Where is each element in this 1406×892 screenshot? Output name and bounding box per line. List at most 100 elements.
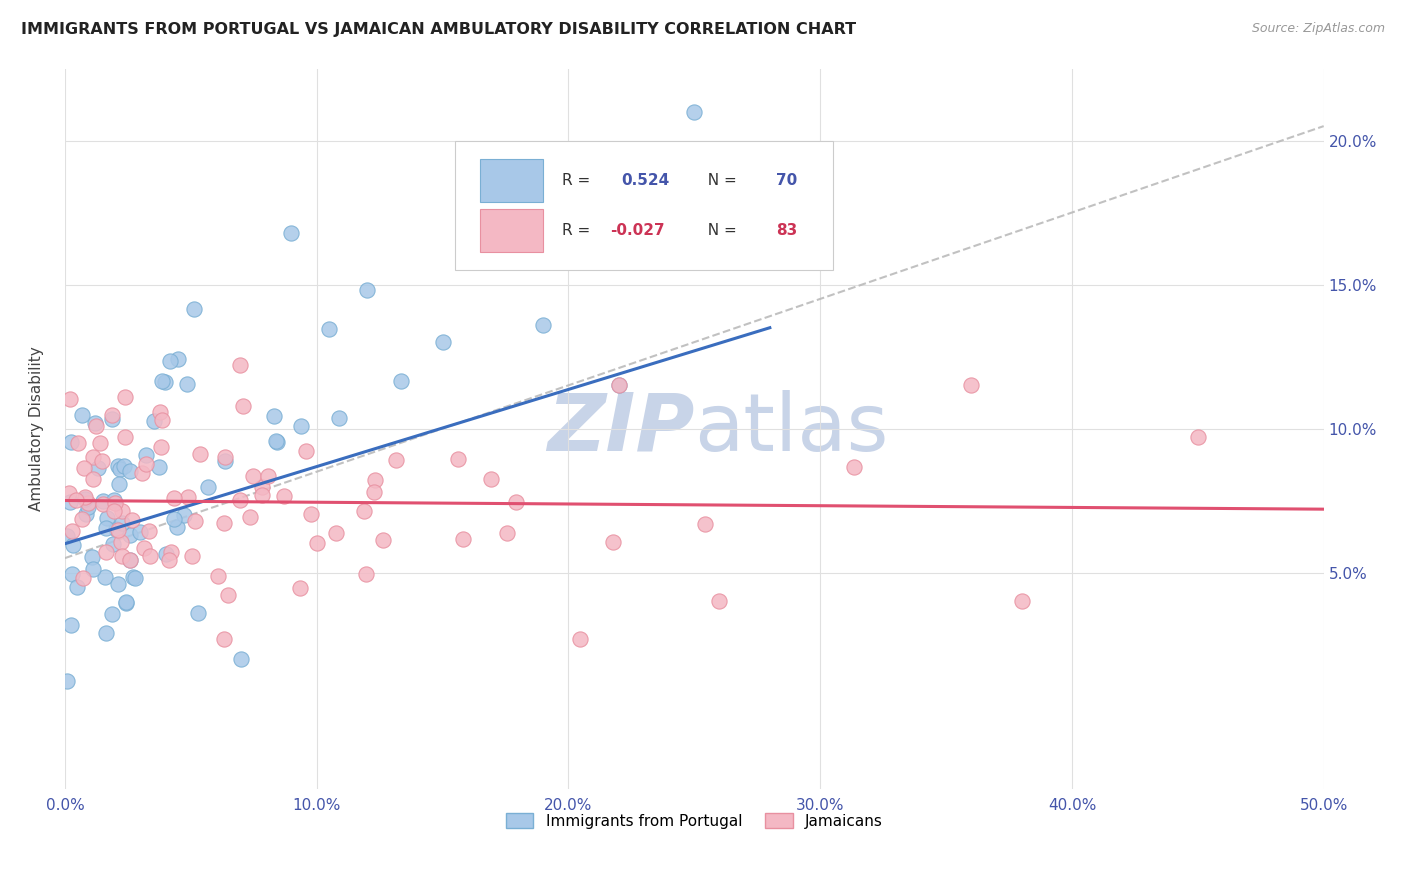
Text: ZIP: ZIP — [547, 390, 695, 467]
Point — [112, 459, 135, 474]
Point — [180, 549, 202, 563]
Point — [607, 378, 630, 392]
Point — [111, 516, 134, 530]
Point — [90, 454, 112, 468]
Point — [56, 673, 79, 688]
Point — [159, 544, 181, 558]
Text: 70: 70 — [776, 173, 797, 187]
Point — [142, 414, 165, 428]
Point — [693, 517, 716, 532]
Point — [569, 632, 592, 646]
Point — [76, 496, 98, 510]
Point — [207, 569, 229, 583]
FancyBboxPatch shape — [456, 141, 832, 270]
Point — [371, 533, 394, 547]
Point — [389, 374, 412, 388]
Point — [58, 486, 80, 500]
Text: -0.027: -0.027 — [610, 223, 665, 238]
Point — [176, 490, 198, 504]
Point — [1187, 430, 1209, 444]
Point — [229, 358, 252, 372]
Point — [103, 537, 125, 551]
Point — [299, 507, 322, 521]
Point — [139, 549, 162, 564]
Point — [138, 524, 160, 538]
Point — [153, 375, 176, 389]
Point — [94, 626, 117, 640]
Point — [87, 460, 110, 475]
Point — [683, 104, 706, 119]
Point — [60, 617, 83, 632]
Point — [101, 411, 124, 425]
Point — [108, 476, 131, 491]
Point — [104, 522, 127, 536]
Point — [183, 514, 205, 528]
Point — [120, 553, 142, 567]
Point — [187, 606, 209, 620]
Point — [121, 513, 143, 527]
Point — [451, 532, 474, 546]
Point — [214, 516, 236, 530]
Point — [82, 562, 104, 576]
Point — [107, 523, 129, 537]
Point — [91, 498, 114, 512]
Point — [328, 411, 350, 425]
Point — [94, 545, 117, 559]
Point — [103, 504, 125, 518]
Point — [709, 594, 731, 608]
Point — [264, 434, 287, 448]
Point — [531, 318, 554, 332]
Point — [325, 526, 347, 541]
Point — [72, 408, 94, 422]
Point — [135, 457, 157, 471]
Legend: Immigrants from Portugal, Jamaicans: Immigrants from Portugal, Jamaicans — [499, 807, 889, 835]
Point — [75, 508, 97, 522]
Point — [148, 459, 170, 474]
Point — [60, 567, 83, 582]
Bar — [481, 209, 543, 252]
Point — [290, 419, 312, 434]
Point — [167, 352, 190, 367]
Point — [266, 434, 288, 449]
Point — [212, 632, 235, 646]
Point — [73, 460, 96, 475]
Point — [479, 472, 502, 486]
Point — [250, 480, 273, 494]
Point — [496, 526, 519, 541]
Point — [132, 541, 155, 556]
Point — [111, 503, 134, 517]
Point — [602, 534, 624, 549]
Point — [250, 488, 273, 502]
Point — [56, 529, 79, 543]
Point — [107, 576, 129, 591]
Point — [280, 226, 302, 240]
Point — [96, 511, 118, 525]
Point — [118, 553, 141, 567]
Point — [110, 534, 132, 549]
Point — [114, 390, 136, 404]
Point — [842, 459, 865, 474]
Point — [104, 496, 127, 510]
Point — [356, 283, 378, 297]
Point — [114, 430, 136, 444]
Point — [103, 493, 125, 508]
Point — [157, 552, 180, 566]
Point — [75, 491, 97, 506]
Point — [122, 569, 145, 583]
Point — [163, 491, 186, 505]
Point — [115, 596, 138, 610]
Point — [65, 492, 87, 507]
Y-axis label: Ambulatory Disability: Ambulatory Disability — [30, 346, 44, 511]
Point — [66, 435, 89, 450]
Point — [101, 607, 124, 622]
Point — [72, 571, 94, 585]
Point — [214, 450, 236, 465]
Point — [66, 581, 89, 595]
Point — [432, 335, 454, 350]
Point — [217, 588, 239, 602]
Text: IMMIGRANTS FROM PORTUGAL VS JAMAICAN AMBULATORY DISABILITY CORRELATION CHART: IMMIGRANTS FROM PORTUGAL VS JAMAICAN AMB… — [21, 22, 856, 37]
Text: 0.524: 0.524 — [621, 173, 669, 187]
Point — [166, 520, 188, 534]
Point — [83, 416, 105, 430]
Point — [173, 508, 195, 522]
